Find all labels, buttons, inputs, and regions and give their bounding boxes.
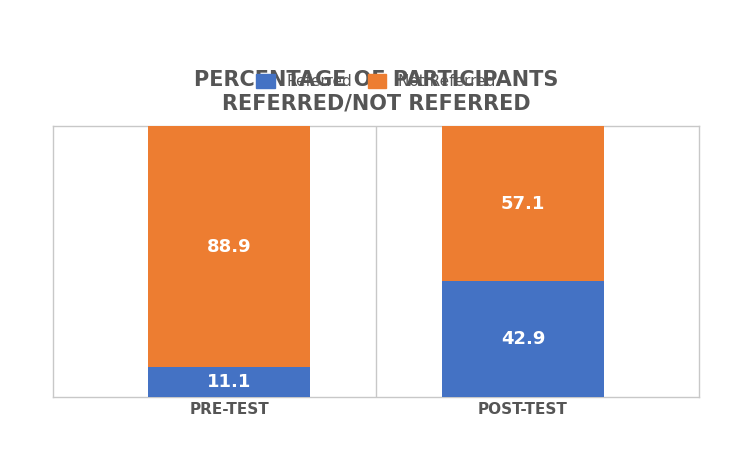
Bar [148,367,310,397]
Legend: Referred, Not Referred: Referred, Not Referred [256,74,496,89]
Bar [442,126,604,281]
Text: 11.1: 11.1 [207,373,251,391]
Title: PERCENTAGE OF PARTICIPANTS
REFERRED/NOT REFERRED: PERCENTAGE OF PARTICIPANTS REFERRED/NOT … [194,70,558,114]
Text: 88.9: 88.9 [207,238,251,256]
Text: 42.9: 42.9 [501,330,545,348]
Text: 57.1: 57.1 [501,194,545,212]
Bar [442,281,604,397]
Bar [148,126,310,367]
